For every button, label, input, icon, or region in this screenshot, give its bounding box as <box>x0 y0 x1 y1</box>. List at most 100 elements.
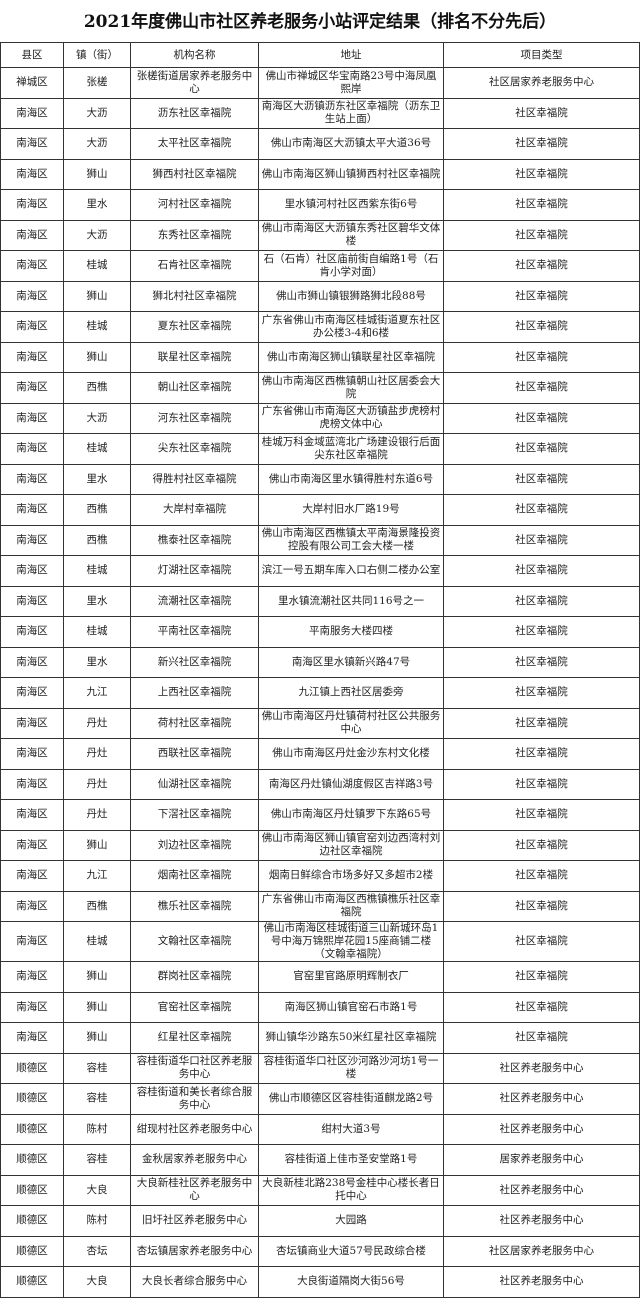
cell-county: 南海区 <box>0 433 64 465</box>
table-row: 南海区 大沥 河东社区幸福院 广东省佛山市南海区大沥镇盐步虎榜村虎榜文体中心 社区幸福院 <box>0 402 640 434</box>
cell-address: 平南服务大楼四楼 <box>258 616 444 648</box>
cell-type: 社区幸福院 <box>443 97 640 129</box>
cell-institution: 朝山社区幸福院 <box>130 372 259 404</box>
table-row: 南海区 狮山 官窑社区幸福院 南海区狮山镇官窑石市路1号 社区幸福院 <box>0 991 640 1023</box>
cell-address: 佛山市狮山镇银狮路狮北段88号 <box>258 280 444 312</box>
cell-county: 南海区 <box>0 1022 64 1054</box>
cell-type: 社区幸福院 <box>443 463 640 495</box>
cell-town: 丹灶 <box>63 707 131 739</box>
cell-type: 社区居家养老服务中心 <box>443 1235 640 1267</box>
table-row: 南海区 丹灶 下滘社区幸福院 佛山市南海区丹灶镇罗下东路65号 社区幸福院 <box>0 799 640 831</box>
cell-county: 南海区 <box>0 677 64 709</box>
cell-town: 里水 <box>63 646 131 678</box>
table-header-row: 县区 镇（街） 机构名称 地址 项目类型 <box>0 42 640 68</box>
cell-county: 顺德区 <box>0 1174 64 1206</box>
cell-address: 佛山市南海区西樵镇朝山社区居委会大院 <box>258 372 444 404</box>
cell-address: 官窑里官路原明辉制衣厂 <box>258 961 444 993</box>
cell-type: 社区幸福院 <box>443 1022 640 1054</box>
table-row: 顺德区 容桂 容桂街道华口社区养老服务中心 容桂街道华口社区沙河路沙河坊1号一楼 社区养… <box>0 1052 640 1084</box>
cell-address: 广东省佛山市南海区西樵镇樵乐社区幸福院 <box>258 890 444 922</box>
table-row: 南海区 西樵 大岸村幸福院 大岸村旧水厂路19号 社区幸福院 <box>0 494 640 526</box>
cell-county: 顺德区 <box>0 1083 64 1115</box>
cell-institution: 灯湖社区幸福院 <box>130 555 259 587</box>
cell-county: 南海区 <box>0 128 64 160</box>
cell-county: 顺德区 <box>0 1052 64 1084</box>
cell-town: 西樵 <box>63 494 131 526</box>
cell-type: 社区养老服务中心 <box>443 1266 640 1298</box>
cell-county: 南海区 <box>0 341 64 373</box>
cell-county: 南海区 <box>0 372 64 404</box>
cell-address: 佛山市南海区西樵镇太平南海景隆投资控股有限公司工会大楼一楼 <box>258 524 444 556</box>
cell-town: 陈村 <box>63 1113 131 1145</box>
cell-county: 南海区 <box>0 524 64 556</box>
cell-town: 狮山 <box>63 158 131 190</box>
cell-institution: 尖东社区幸福院 <box>130 433 259 465</box>
cell-county: 南海区 <box>0 799 64 831</box>
table-row: 南海区 狮山 刘边社区幸福院 佛山市南海区狮山镇官窑刘边西湾村刘边社区幸福院 社区幸福院 <box>0 829 640 861</box>
cell-type: 社区幸福院 <box>443 128 640 160</box>
cell-type: 社区幸福院 <box>443 616 640 648</box>
table-row: 顺德区 容桂 金秋居家养老服务中心 容桂街道上佳市圣安堂路1号 居家养老服务中心 <box>0 1144 640 1176</box>
cell-address: 佛山市南海区里水镇得胜村东道6号 <box>258 463 444 495</box>
cell-type: 社区幸福院 <box>443 555 640 587</box>
cell-town: 狮山 <box>63 961 131 993</box>
cell-type: 社区幸福院 <box>443 341 640 373</box>
table-row: 南海区 桂城 灯湖社区幸福院 滨江一号五期车库入口右侧二楼办公室 社区幸福院 <box>0 555 640 587</box>
cell-type: 社区养老服务中心 <box>443 1113 640 1145</box>
cell-address: 大良街道隔岗大街56号 <box>258 1266 444 1298</box>
cell-address: 滨江一号五期车库入口右侧二楼办公室 <box>258 555 444 587</box>
table-row: 南海区 里水 流潮社区幸福院 里水镇流潮社区共同116号之一 社区幸福院 <box>0 585 640 617</box>
cell-town: 里水 <box>63 189 131 221</box>
cell-address: 广东省佛山市南海区大沥镇盐步虎榜村虎榜文体中心 <box>258 402 444 434</box>
cell-town: 狮山 <box>63 280 131 312</box>
cell-town: 九江 <box>63 860 131 892</box>
table-row: 南海区 桂城 夏东社区幸福院 广东省佛山市南海区桂城街道夏东社区办公楼3-4和6楼 社区… <box>0 311 640 343</box>
cell-town: 狮山 <box>63 341 131 373</box>
cell-address: 佛山市顺德区区容桂街道麒龙路2号 <box>258 1083 444 1115</box>
cell-county: 顺德区 <box>0 1113 64 1145</box>
cell-address: 狮山镇华沙路东50米红星社区幸福院 <box>258 1022 444 1054</box>
cell-county: 南海区 <box>0 158 64 190</box>
cell-type: 居家养老服务中心 <box>443 1144 640 1176</box>
table-row: 顺德区 杏坛 杏坛镇居家养老服务中心 杏坛镇商业大道57号民政综合楼 社区居家养老服务中… <box>0 1235 640 1267</box>
table-row: 南海区 狮山 狮西村社区幸福院 佛山市南海区狮山镇狮西村社区幸福院 社区幸福院 <box>0 158 640 190</box>
cell-county: 南海区 <box>0 860 64 892</box>
cell-county: 南海区 <box>0 463 64 495</box>
cell-institution: 荷村社区幸福院 <box>130 707 259 739</box>
table-row: 南海区 西樵 樵泰社区幸福院 佛山市南海区西樵镇太平南海景隆投资控股有限公司工会大楼一… <box>0 524 640 556</box>
header-county: 县区 <box>0 42 64 68</box>
cell-type: 社区养老服务中心 <box>443 1052 640 1084</box>
cell-type: 社区幸福院 <box>443 585 640 617</box>
cell-institution: 下滘社区幸福院 <box>130 799 259 831</box>
cell-address: 佛山市禅城区华宝南路23号中海凤凰熙岸 <box>258 67 444 99</box>
cell-type: 社区幸福院 <box>443 158 640 190</box>
cell-county: 顺德区 <box>0 1144 64 1176</box>
cell-county: 南海区 <box>0 646 64 678</box>
cell-type: 社区幸福院 <box>443 860 640 892</box>
cell-address: 杏坛镇商业大道57号民政综合楼 <box>258 1235 444 1267</box>
cell-type: 社区居家养老服务中心 <box>443 67 640 99</box>
cell-institution: 流潮社区幸福院 <box>130 585 259 617</box>
cell-type: 社区幸福院 <box>443 189 640 221</box>
cell-type: 社区幸福院 <box>443 677 640 709</box>
cell-institution: 西联社区幸福院 <box>130 738 259 770</box>
cell-county: 顺德区 <box>0 1266 64 1298</box>
table-row: 南海区 西樵 朝山社区幸福院 佛山市南海区西樵镇朝山社区居委会大院 社区幸福院 <box>0 372 640 404</box>
cell-type: 社区幸福院 <box>443 799 640 831</box>
cell-town: 大沥 <box>63 219 131 251</box>
cell-type: 社区幸福院 <box>443 524 640 556</box>
table-row: 南海区 九江 烟南社区幸福院 烟南日鲜综合市场多好又多超市2楼 社区幸福院 <box>0 860 640 892</box>
cell-county: 南海区 <box>0 991 64 1023</box>
table-row: 南海区 狮山 狮北村社区幸福院 佛山市狮山镇银狮路狮北段88号 社区幸福院 <box>0 280 640 312</box>
cell-town: 西樵 <box>63 372 131 404</box>
cell-county: 顺德区 <box>0 1235 64 1267</box>
cell-county: 南海区 <box>0 311 64 343</box>
cell-type: 社区幸福院 <box>443 280 640 312</box>
cell-institution: 大岸村幸福院 <box>130 494 259 526</box>
cell-town: 里水 <box>63 585 131 617</box>
cell-address: 容桂街道华口社区沙河路沙河坊1号一楼 <box>258 1052 444 1084</box>
cell-institution: 河村社区幸福院 <box>130 189 259 221</box>
cell-institution: 上西社区幸福院 <box>130 677 259 709</box>
table-row: 南海区 九江 上西社区幸福院 九江镇上西社区居委旁 社区幸福院 <box>0 677 640 709</box>
cell-type: 社区幸福院 <box>443 219 640 251</box>
